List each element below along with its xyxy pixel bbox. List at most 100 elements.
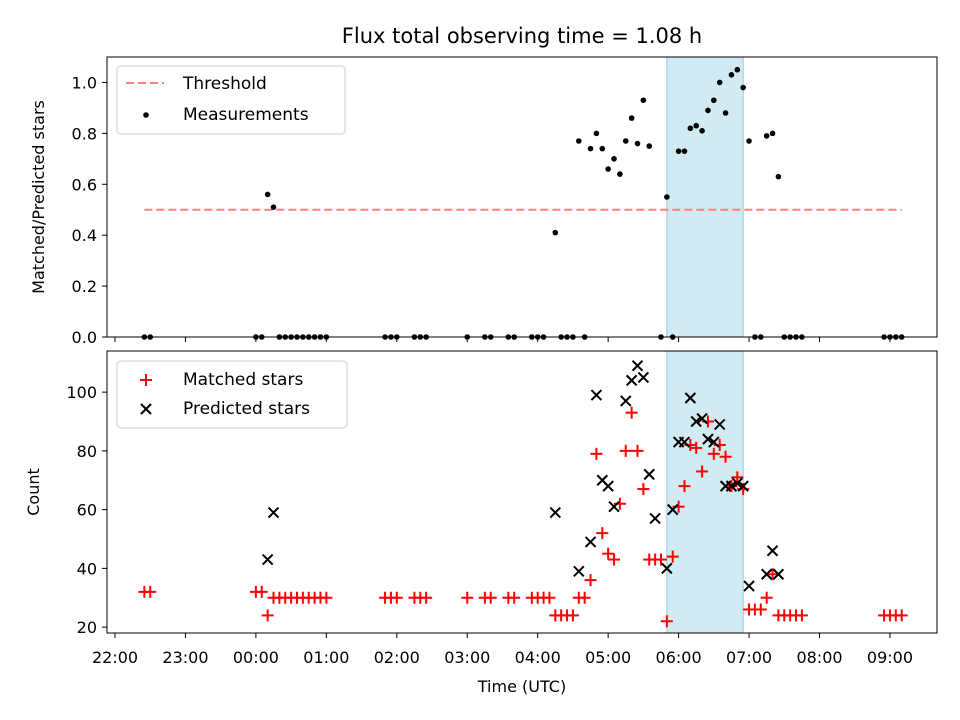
predicted-star-point [725,480,738,492]
predicted-star-point [549,506,562,519]
measurement-point [270,204,277,210]
ratio-highlight-span [666,56,744,338]
predicted-star-point [625,374,638,387]
matched-star-point [619,444,632,457]
matched-star-point [255,585,268,598]
measurement-point [740,84,746,91]
y-tick-label: 0.0 [72,328,97,347]
measurement-point [622,138,629,144]
measurement-point [575,138,582,144]
matched-star-point [484,591,497,604]
predicted-star-point [702,433,714,445]
predicted-star-point [667,503,679,516]
chart-title: Flux total observing time = 1.08 h [342,24,702,48]
matched-star-point [795,609,808,622]
matched-star-point [261,609,274,622]
y-tick-label: 60 [77,501,97,520]
measurement-point [763,133,770,139]
predicted-star-point [731,477,744,489]
matched-star-point [754,603,767,616]
predicted-star-point [737,480,749,492]
predicted-star-point [684,392,697,404]
matched-legend-label: Matched stars [183,370,303,390]
threshold-legend-label: Threshold [182,74,267,94]
matched-legend-swatch [140,374,152,386]
matched-star-point [608,553,621,566]
measurement-point [264,191,271,198]
x-tick-label: 02:00 [374,648,420,667]
measurement-point [611,156,617,162]
x-tick-label: 01:00 [303,648,349,667]
measurement-point [599,145,606,152]
y-tick-label: 0.2 [72,277,97,296]
measurement-point [716,79,723,86]
predicted-star-point [261,553,274,566]
measurement-point [640,97,647,104]
y-tick-label: 0.4 [72,226,97,245]
measurements-legend-swatch [143,112,149,118]
matched-star-point [731,471,744,484]
matched-star-point [760,591,773,604]
predicted-legend-swatch [140,403,152,415]
measurements-legend-label: Measurements [183,105,309,125]
matched-star-point [637,483,650,496]
matched-star-point [719,450,732,463]
predicted-star-point [772,568,785,580]
x-axis-label: Time (UTC) [477,677,566,696]
measurement-point [646,143,653,149]
count-legend: Matched stars Predicted stars [116,360,348,429]
x-tick-label: 03:00 [444,648,490,667]
y-tick-label: 0.8 [72,124,97,143]
x-tick-label: 06:00 [656,648,702,667]
predicted-star-point [637,371,650,384]
predicted-star-point [766,545,779,557]
count-legend-box [116,360,348,429]
predicted-star-point [760,568,773,580]
measurement-point [593,130,600,137]
ratio-legend-box [116,65,346,135]
measurement-point [687,125,694,132]
count-plot-frame [106,350,938,634]
predicted-legend-label: Predicted stars [183,399,310,419]
matched-star-point [390,591,403,604]
ratio-plot-frame [106,56,938,338]
predicted-star-point [620,395,632,407]
matched-star-point [508,591,521,604]
matched-star-point [420,591,433,604]
matched-star-point [766,568,779,581]
measurement-point [699,128,705,134]
measurement-point [693,122,700,129]
measurement-point [734,66,741,73]
predicted-star-point [678,436,691,448]
ratio-legend: Threshold Measurements [116,65,346,135]
measurement-point [617,171,623,177]
predicted-star-point [573,565,585,578]
x-tick-label: 04:00 [515,648,561,667]
measurement-point [664,194,670,200]
matched-star-point [631,444,644,457]
matched-star-point [660,615,673,628]
predicted-star-point [267,506,280,519]
predicted-star-point [713,418,726,431]
predicted-star-point [631,359,644,372]
measurement-point [605,166,611,172]
predicted-star-point [661,562,673,575]
measurement-point [681,148,688,154]
x-tick-label: 22:00 [92,648,138,667]
predicted-star-point [608,500,620,513]
x-tick-label: 09:00 [867,648,913,667]
measurement-point [552,229,559,236]
matched-star-point [144,585,157,598]
ratio-y-axis-label: Matched/Predicted stars [29,100,48,294]
y-tick-label: 100 [66,383,97,402]
x-tick-label: 05:00 [585,648,631,667]
measurement-point [746,138,752,144]
matched-star-point [543,591,556,604]
ratio-panel: 0.0 0.2 0.4 0.6 0.8 1.0 Matched/Predicted sta… [29,56,938,347]
predicted-star-point [584,536,597,548]
predicted-star-point [643,468,655,481]
measurement-point [775,173,782,180]
measurement-point [722,110,729,116]
measurement-point [705,107,711,114]
